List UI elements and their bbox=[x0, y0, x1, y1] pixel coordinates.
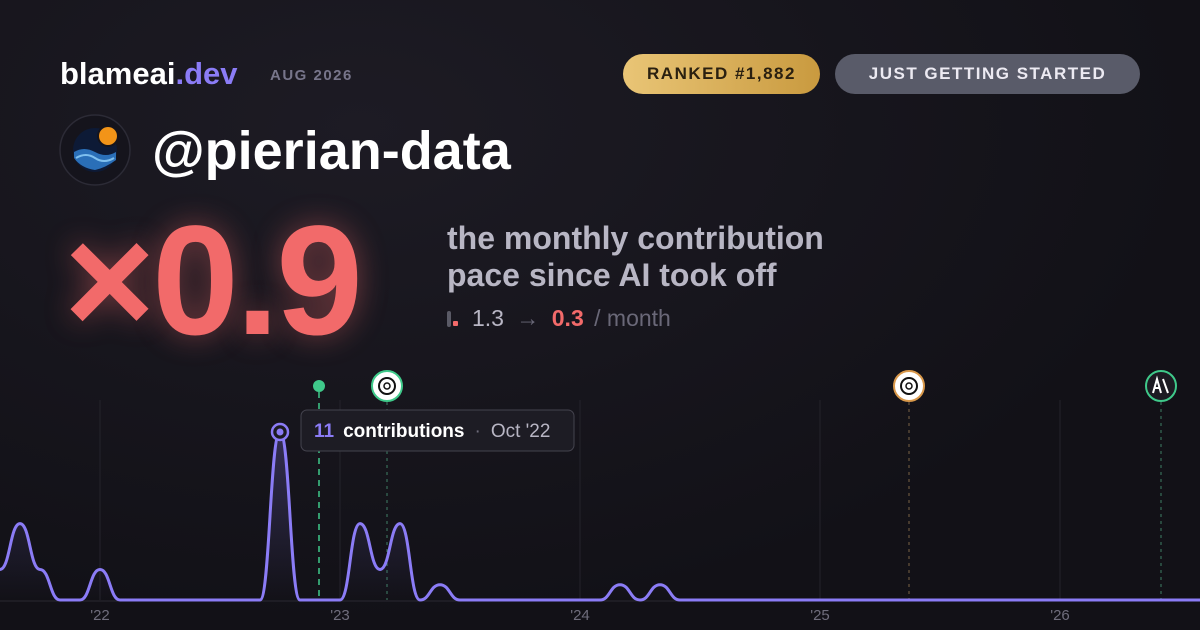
brand-name: blameai bbox=[60, 56, 176, 91]
icon bbox=[447, 311, 451, 327]
openai-icon bbox=[371, 370, 403, 402]
unit: / month bbox=[594, 305, 671, 331]
tooltip-box bbox=[300, 409, 575, 452]
x-tick-label: '23 bbox=[330, 607, 350, 624]
stat-after: 0.3 bbox=[551, 305, 584, 331]
openai-icon bbox=[893, 370, 925, 402]
events bbox=[313, 370, 1177, 600]
x-tick-label: '22 bbox=[90, 607, 110, 624]
stats: 1.3 → 0.3 / month bbox=[447, 305, 671, 332]
icon bbox=[453, 321, 458, 326]
tooltip-text: 11 contributions · Oct '22 bbox=[314, 421, 550, 442]
separator: · bbox=[474, 421, 480, 442]
x-tick-label: '24 bbox=[570, 607, 590, 624]
handle: @pierian-data bbox=[152, 121, 511, 181]
stat-before: 1.3 bbox=[472, 305, 504, 331]
area bbox=[0, 432, 1200, 600]
multiplier: ×0.9 bbox=[64, 194, 363, 368]
anthropic-icon bbox=[1145, 370, 1177, 402]
arrow: → bbox=[516, 305, 540, 331]
tooltip-value: 11 bbox=[314, 421, 335, 442]
date: AUG 2026 bbox=[270, 67, 353, 84]
event-dot bbox=[313, 380, 325, 392]
description-line: the monthly contribution bbox=[447, 220, 824, 256]
x-tick-label: '26 bbox=[1050, 607, 1070, 624]
peak-dot bbox=[276, 428, 284, 436]
rank-badge: RANKED #1,882 bbox=[623, 54, 820, 94]
x-tick-label: '25 bbox=[810, 607, 830, 624]
tooltip-date: Oct '22 bbox=[491, 421, 551, 442]
tooltip-label: contributions bbox=[343, 421, 464, 442]
brand-tld: .dev bbox=[175, 56, 238, 91]
line bbox=[0, 430, 1200, 602]
description-line: pace since AI took off bbox=[447, 257, 777, 293]
description: the monthly contribution pace since AI to… bbox=[447, 220, 824, 294]
avatar bbox=[59, 114, 131, 186]
brand: blameai.dev bbox=[60, 56, 237, 92]
status-badge: JUST GETTING STARTED bbox=[835, 54, 1140, 94]
tooltip: 11 contributions · Oct '22 bbox=[300, 409, 575, 452]
